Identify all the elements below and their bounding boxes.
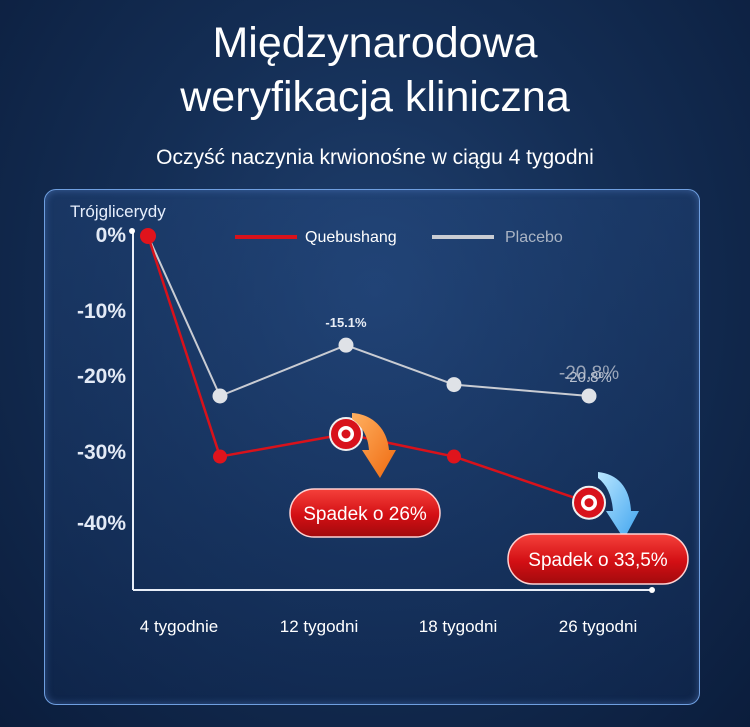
x-tick-label: 12 tygodni (280, 617, 358, 636)
badge (289, 488, 441, 538)
y-axis-label: Trójglicerydy (70, 202, 166, 221)
data-point-quebushang (447, 449, 461, 464)
data-point-placebo (581, 388, 597, 404)
data-point-placebo (446, 377, 462, 393)
x-axis-end-dot (649, 587, 655, 593)
x-tick-label: 18 tygodni (419, 617, 497, 636)
series-layer (140, 228, 606, 520)
badge-label: Spadek o 33,5% (528, 550, 668, 571)
data-point-quebushang-core (341, 429, 351, 439)
title-line-1: Międzynarodowa (212, 19, 538, 67)
data-point-placebo (338, 337, 354, 353)
annotation-label: -20,8% (559, 363, 619, 384)
page-subtitle: Oczyść naczynia krwionośne w ciągu 4 tyg… (156, 146, 594, 169)
annotation-label: -20.8% (564, 369, 612, 386)
x-tick-label: 4 tygodnie (140, 617, 218, 636)
annotation-label: -15.1% (325, 315, 367, 330)
annotations-layer: -15.1% -20,8%-20.8% (325, 315, 619, 386)
data-point-quebushang (213, 449, 227, 464)
badge (507, 533, 689, 585)
y-tick-label: -30% (77, 441, 126, 464)
y-tick-label: -40% (77, 512, 126, 535)
series-line-quebushang (146, 235, 590, 504)
page-title: Międzynarodowa weryfikacja kliniczna (0, 16, 750, 124)
badge-label: Spadek o 26% (303, 504, 427, 525)
data-point-placebo (212, 388, 228, 404)
legend-label-quebushang: Quebushang (305, 229, 397, 246)
data-point-quebushang (140, 228, 156, 244)
down-arrow-orange-icon (352, 413, 396, 478)
y-axis-end-dot (129, 228, 135, 234)
data-point-quebushang-core (584, 498, 594, 508)
title-line-2: weryfikacja kliniczna (180, 73, 570, 121)
chart-legend: Quebushang Placebo (235, 229, 563, 246)
y-tick-label: -10% (77, 300, 126, 323)
y-tick-label: -20% (77, 365, 126, 388)
legend-label-placebo: Placebo (505, 229, 563, 246)
badges-layer: Spadek o 26% Spadek o 33,5% (289, 488, 689, 585)
series-line-placebo (147, 235, 590, 397)
x-ticks: 4 tygodnie 12 tygodni 18 tygodni 26 tygodni (140, 617, 637, 636)
down-arrow-blue-icon (598, 472, 639, 539)
y-ticks: 0% -10% -20% -30% -40% (77, 224, 126, 535)
x-tick-label: 26 tygodni (559, 617, 637, 636)
y-tick-label: 0% (96, 224, 127, 247)
